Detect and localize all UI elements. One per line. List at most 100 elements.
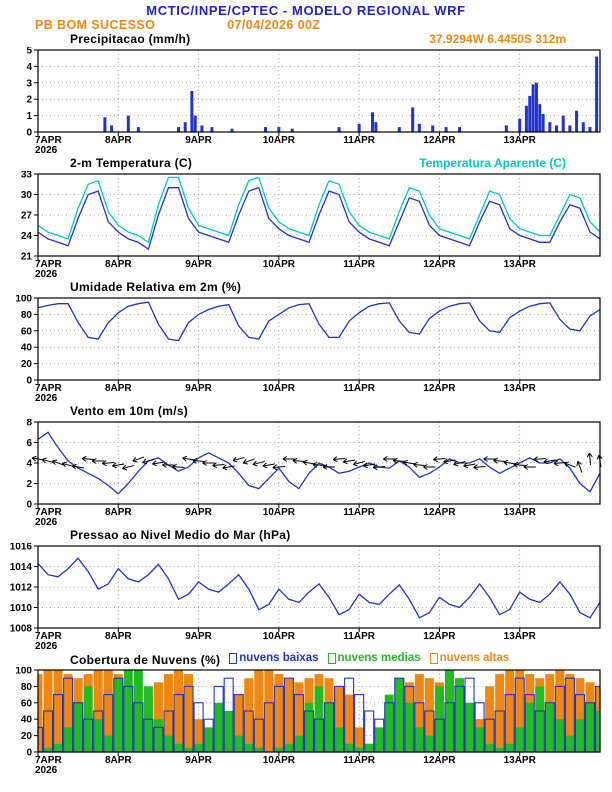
svg-text:1014: 1014 bbox=[10, 562, 33, 573]
svg-text:5: 5 bbox=[26, 47, 32, 57]
svg-text:21: 21 bbox=[21, 252, 33, 263]
svg-text:10APR: 10APR bbox=[263, 755, 296, 766]
svg-text:0: 0 bbox=[26, 128, 32, 139]
panel-title-temperature: 2-m Temperatura (C) bbox=[70, 156, 193, 170]
svg-text:8APR: 8APR bbox=[105, 507, 132, 518]
svg-text:7APR: 7APR bbox=[35, 631, 62, 642]
svg-text:1008: 1008 bbox=[10, 624, 33, 635]
svg-text:13APR: 13APR bbox=[504, 631, 537, 642]
station-name: PB BOM SUCESSO bbox=[35, 18, 156, 32]
svg-text:7APR: 7APR bbox=[35, 135, 62, 146]
svg-text:2026: 2026 bbox=[35, 517, 58, 527]
svg-text:60: 60 bbox=[21, 326, 33, 337]
svg-text:0: 0 bbox=[26, 748, 32, 759]
svg-text:80: 80 bbox=[21, 310, 33, 321]
legend-mid-clouds: nuvens medias bbox=[327, 652, 421, 664]
legend-high-clouds: nuvens altas bbox=[429, 652, 510, 664]
svg-text:7APR: 7APR bbox=[35, 259, 62, 270]
svg-text:2026: 2026 bbox=[35, 393, 58, 403]
svg-text:0: 0 bbox=[26, 376, 32, 387]
svg-text:20: 20 bbox=[21, 359, 33, 370]
svg-text:13APR: 13APR bbox=[504, 135, 537, 146]
svg-text:13APR: 13APR bbox=[504, 259, 537, 270]
svg-text:9APR: 9APR bbox=[185, 259, 212, 270]
svg-text:11APR: 11APR bbox=[343, 507, 375, 518]
svg-text:12APR: 12APR bbox=[423, 507, 456, 518]
svg-text:24: 24 bbox=[21, 231, 33, 242]
svg-text:33: 33 bbox=[21, 171, 33, 181]
panel-clouds: Cobertura de Nuvens (%) nuvens baixas nu… bbox=[0, 652, 612, 776]
svg-text:27: 27 bbox=[21, 211, 33, 222]
svg-text:7APR: 7APR bbox=[35, 755, 62, 766]
svg-text:4: 4 bbox=[26, 459, 32, 470]
panel-header-wind: Vento em 10m (m/s) bbox=[0, 404, 612, 419]
svg-text:30: 30 bbox=[21, 190, 33, 201]
svg-text:13APR: 13APR bbox=[504, 507, 537, 518]
svg-text:11APR: 11APR bbox=[343, 631, 375, 642]
svg-text:10APR: 10APR bbox=[263, 507, 296, 518]
panel-header-humidity: Umidade Relativa em 2m (%) bbox=[0, 280, 612, 295]
svg-text:2: 2 bbox=[26, 479, 32, 490]
apparent-temperature-legend: Temperatura Aparente (C) bbox=[419, 156, 566, 170]
high-clouds-square-icon bbox=[429, 652, 438, 664]
svg-text:1: 1 bbox=[26, 111, 32, 122]
panel-header-temperature: 2-m Temperatura (C) Temperatura Aparente… bbox=[0, 156, 612, 171]
panel-title-humidity: Umidade Relativa em 2m (%) bbox=[70, 280, 242, 294]
svg-text:100: 100 bbox=[15, 295, 32, 305]
panel-title-pressure: Pressao ao Nivel Medio do Mar (hPa) bbox=[70, 528, 291, 542]
svg-text:11APR: 11APR bbox=[343, 135, 375, 146]
panel-header-clouds: Cobertura de Nuvens (%) nuvens baixas nu… bbox=[0, 652, 612, 667]
page-subtitle: PB BOM SUCESSO 07/04/2026 00Z bbox=[0, 18, 612, 32]
legend-low-clouds: nuvens baixas bbox=[229, 652, 319, 664]
svg-text:8APR: 8APR bbox=[105, 259, 132, 270]
panel-header-precipitation: Precipitacao (mm/h) 37.9294W 6.4450S 312… bbox=[0, 32, 612, 47]
svg-text:11APR: 11APR bbox=[343, 755, 375, 766]
svg-text:10APR: 10APR bbox=[263, 383, 296, 394]
legend-mid-clouds-label: nuvens medias bbox=[337, 652, 421, 664]
svg-text:9APR: 9APR bbox=[185, 631, 212, 642]
svg-text:40: 40 bbox=[21, 343, 33, 354]
svg-text:11APR: 11APR bbox=[343, 259, 375, 270]
svg-text:10APR: 10APR bbox=[263, 135, 296, 146]
svg-text:1010: 1010 bbox=[10, 603, 33, 614]
svg-text:13APR: 13APR bbox=[504, 383, 537, 394]
svg-text:8APR: 8APR bbox=[105, 135, 132, 146]
svg-text:2: 2 bbox=[26, 95, 32, 106]
location-coordinates: 37.9294W 6.4450S 312m bbox=[429, 32, 566, 46]
svg-text:10APR: 10APR bbox=[263, 631, 296, 642]
svg-text:8APR: 8APR bbox=[105, 755, 132, 766]
svg-text:2026: 2026 bbox=[35, 765, 58, 775]
svg-text:3: 3 bbox=[26, 78, 32, 89]
svg-text:9APR: 9APR bbox=[185, 507, 212, 518]
svg-text:9APR: 9APR bbox=[185, 755, 212, 766]
svg-text:9APR: 9APR bbox=[185, 135, 212, 146]
mid-clouds-square-icon bbox=[327, 652, 336, 664]
svg-text:40: 40 bbox=[21, 715, 33, 726]
panel-pressure: Pressao ao Nivel Medio do Mar (hPa) 7APR… bbox=[0, 528, 612, 652]
svg-text:12APR: 12APR bbox=[423, 383, 456, 394]
svg-text:8APR: 8APR bbox=[105, 631, 132, 642]
svg-text:8: 8 bbox=[26, 419, 32, 429]
svg-text:6: 6 bbox=[26, 438, 32, 449]
legend-high-clouds-label: nuvens altas bbox=[439, 652, 510, 664]
svg-text:12APR: 12APR bbox=[423, 135, 456, 146]
panel-title-clouds: Cobertura de Nuvens (%) bbox=[70, 652, 221, 667]
svg-text:2026: 2026 bbox=[35, 269, 58, 279]
svg-text:12APR: 12APR bbox=[423, 259, 456, 270]
svg-text:2026: 2026 bbox=[35, 145, 58, 155]
svg-text:7APR: 7APR bbox=[35, 507, 62, 518]
svg-text:1016: 1016 bbox=[10, 543, 33, 553]
svg-text:8APR: 8APR bbox=[105, 383, 132, 394]
svg-text:2026: 2026 bbox=[35, 641, 58, 651]
svg-text:0: 0 bbox=[26, 500, 32, 511]
svg-text:20: 20 bbox=[21, 731, 33, 742]
svg-text:12APR: 12APR bbox=[423, 631, 456, 642]
svg-text:7APR: 7APR bbox=[35, 383, 62, 394]
meteogram-page: MCTIC/INPE/CPTEC - MODELO REGIONAL WRF P… bbox=[0, 3, 612, 776]
svg-text:100: 100 bbox=[15, 667, 32, 677]
svg-text:60: 60 bbox=[21, 698, 33, 709]
